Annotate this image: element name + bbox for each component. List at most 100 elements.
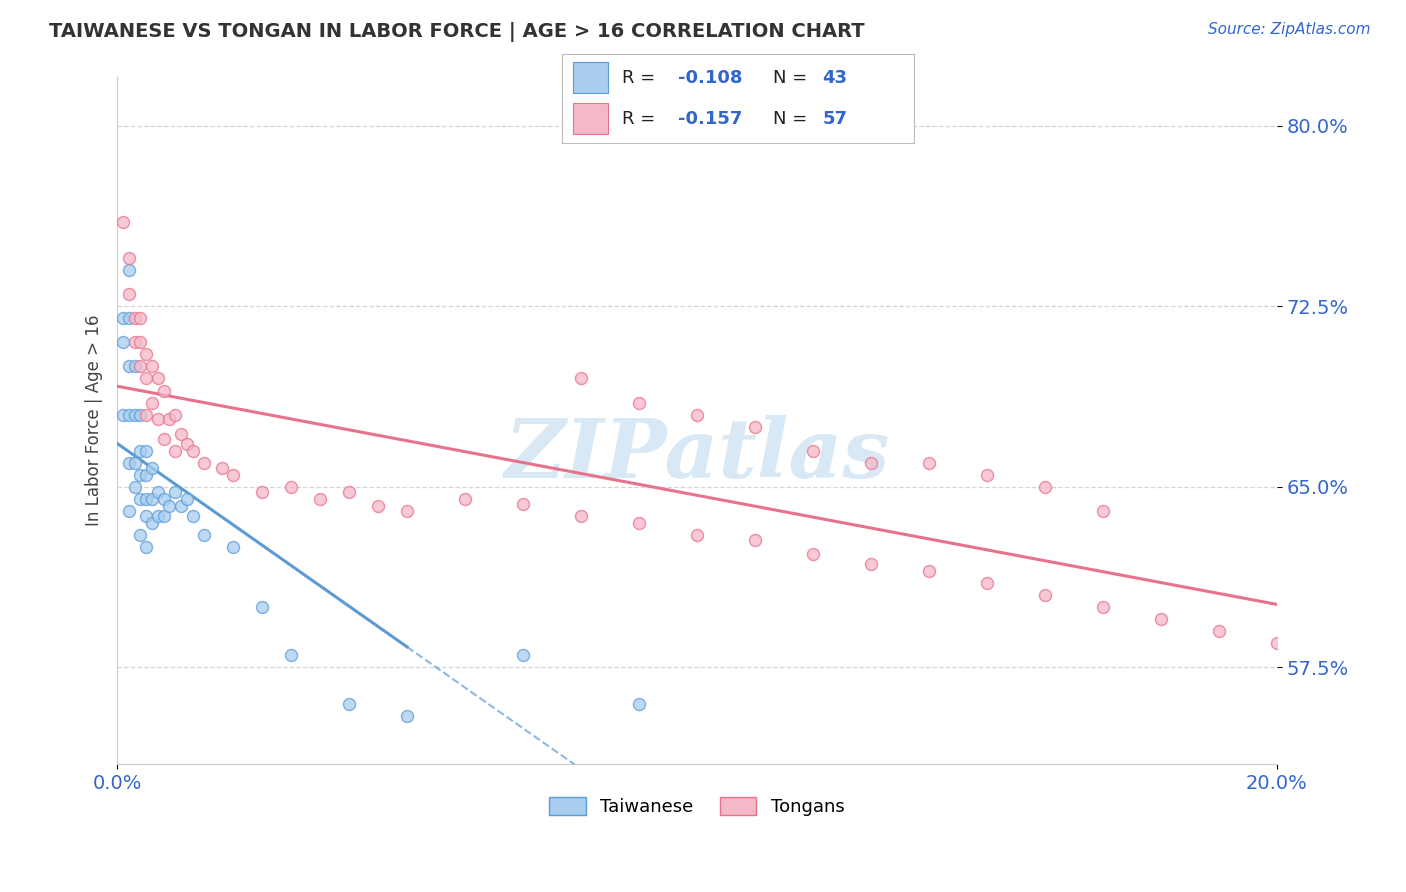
Point <box>193 528 215 542</box>
Point <box>628 516 651 530</box>
Point <box>1033 480 1056 494</box>
Point <box>146 508 169 523</box>
Point <box>170 499 193 513</box>
Point <box>135 408 157 422</box>
Point <box>152 508 174 523</box>
Point <box>686 528 709 542</box>
Point <box>118 287 141 301</box>
Point <box>222 467 245 482</box>
Point <box>859 557 882 571</box>
Point <box>176 436 198 450</box>
Point <box>801 547 824 561</box>
Point <box>135 443 157 458</box>
Text: N =: N = <box>773 110 813 128</box>
Point <box>129 443 152 458</box>
Point <box>222 540 245 554</box>
Point <box>129 491 152 506</box>
Text: Source: ZipAtlas.com: Source: ZipAtlas.com <box>1208 22 1371 37</box>
Point <box>146 484 169 499</box>
Point <box>157 412 180 426</box>
Point <box>146 371 169 385</box>
Point <box>396 708 419 723</box>
Point <box>181 508 204 523</box>
Point <box>111 408 134 422</box>
Point <box>157 499 180 513</box>
Point <box>744 419 766 434</box>
Point <box>129 335 152 350</box>
Point <box>976 467 998 482</box>
Point <box>309 491 332 506</box>
Point <box>152 432 174 446</box>
Point <box>141 491 163 506</box>
Point <box>744 533 766 547</box>
Point <box>118 359 141 374</box>
Point <box>111 335 134 350</box>
Point <box>124 408 146 422</box>
Point <box>176 491 198 506</box>
Point <box>918 456 941 470</box>
Point <box>211 460 233 475</box>
Point <box>135 508 157 523</box>
FancyBboxPatch shape <box>574 62 609 93</box>
Text: 57: 57 <box>823 110 848 128</box>
FancyBboxPatch shape <box>574 103 609 134</box>
Point <box>1033 588 1056 602</box>
Point <box>118 263 141 277</box>
Point <box>193 456 215 470</box>
Point <box>141 516 163 530</box>
Point <box>181 443 204 458</box>
Point <box>512 648 534 663</box>
Point <box>118 408 141 422</box>
Point <box>367 499 389 513</box>
Point <box>124 335 146 350</box>
Point <box>1091 504 1114 518</box>
Point <box>337 697 360 711</box>
Point <box>337 484 360 499</box>
Point <box>118 311 141 326</box>
Point <box>801 443 824 458</box>
Point <box>859 456 882 470</box>
Point <box>454 491 477 506</box>
Text: -0.108: -0.108 <box>678 69 742 87</box>
Point <box>976 576 998 591</box>
Legend: Taiwanese, Tongans: Taiwanese, Tongans <box>543 789 852 823</box>
Point <box>396 504 419 518</box>
Point <box>152 384 174 398</box>
Point <box>129 467 152 482</box>
Point <box>118 251 141 265</box>
Point <box>250 484 273 499</box>
Point <box>569 371 592 385</box>
Point <box>141 359 163 374</box>
Text: R =: R = <box>621 69 661 87</box>
Text: R =: R = <box>621 110 661 128</box>
Point <box>129 311 152 326</box>
Text: ZIPatlas: ZIPatlas <box>505 415 890 495</box>
Point <box>135 540 157 554</box>
Text: -0.157: -0.157 <box>678 110 742 128</box>
Text: 43: 43 <box>823 69 848 87</box>
Point <box>111 311 134 326</box>
Point <box>124 480 146 494</box>
Point <box>1265 636 1288 650</box>
Y-axis label: In Labor Force | Age > 16: In Labor Force | Age > 16 <box>86 315 103 526</box>
Point <box>628 395 651 409</box>
Point <box>569 508 592 523</box>
Point <box>686 408 709 422</box>
Point <box>280 480 302 494</box>
Point <box>165 408 187 422</box>
Point <box>141 395 163 409</box>
Point <box>135 347 157 361</box>
Point <box>124 456 146 470</box>
Point <box>118 504 141 518</box>
Point <box>1091 600 1114 615</box>
Point <box>1150 612 1173 626</box>
Point <box>512 497 534 511</box>
Point <box>129 528 152 542</box>
Point <box>1208 624 1230 639</box>
Point <box>146 412 169 426</box>
Point <box>118 456 141 470</box>
Point <box>135 467 157 482</box>
Point <box>129 359 152 374</box>
Point <box>250 600 273 615</box>
Point <box>124 311 146 326</box>
